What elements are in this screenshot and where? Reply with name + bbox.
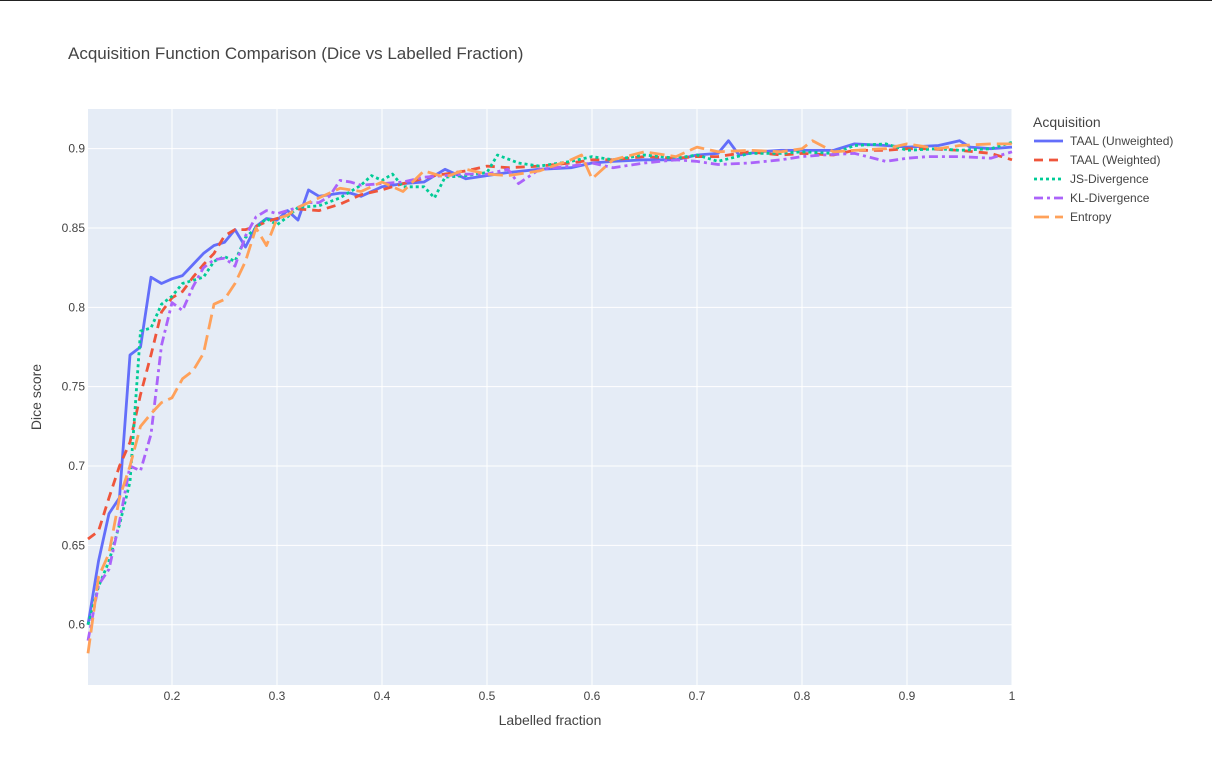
legend-title: Acquisition — [1033, 114, 1101, 130]
x-tick-label: 0.8 — [794, 689, 811, 703]
y-tick-label: 0.85 — [62, 221, 86, 235]
top-border-line — [0, 0, 1212, 1]
y-tick-label: 0.7 — [68, 459, 85, 473]
x-axis-title: Labelled fraction — [499, 712, 602, 728]
y-tick-label: 0.9 — [68, 142, 85, 156]
x-tick-label: 1 — [1009, 689, 1016, 703]
legend-label: JS-Divergence — [1070, 172, 1149, 186]
legend-item-kl-divergence[interactable]: KL-Divergence — [1034, 191, 1150, 205]
y-tick-label: 0.65 — [62, 538, 86, 552]
legend-label: TAAL (Unweighted) — [1070, 134, 1173, 148]
chart-title: Acquisition Function Comparison (Dice vs… — [68, 44, 523, 63]
y-tick-label: 0.6 — [68, 618, 85, 632]
legend-label: KL-Divergence — [1070, 191, 1150, 205]
x-tick-label: 0.4 — [374, 689, 391, 703]
grid-lines — [88, 109, 1013, 685]
tick-labels: 0.2 0.3 0.4 0.5 0.6 0.7 0.8 0.9 1 0.6 0.65 0.7 0.75 0… — [62, 142, 1016, 703]
legend-label: Entropy — [1070, 210, 1111, 224]
legend-label: TAAL (Weighted) — [1070, 153, 1160, 167]
y-tick-label: 0.75 — [62, 380, 86, 394]
legend-item-taal-weighted[interactable]: TAAL (Weighted) — [1034, 153, 1160, 167]
legend-item-taal-unweighted[interactable]: TAAL (Unweighted) — [1034, 134, 1173, 148]
x-tick-label: 0.7 — [689, 689, 706, 703]
y-tick-label: 0.8 — [68, 300, 85, 314]
x-tick-label: 0.9 — [899, 689, 916, 703]
series-line-kl-divergence — [86, 150, 1013, 641]
legend-item-js-divergence[interactable]: JS-Divergence — [1034, 172, 1149, 186]
legend-item-entropy[interactable]: Entropy — [1034, 210, 1111, 224]
x-tick-label: 0.6 — [584, 689, 601, 703]
series-line-js-divergence — [86, 140, 1013, 626]
x-tick-label: 0.2 — [164, 689, 181, 703]
plot-area — [88, 109, 1012, 685]
x-tick-label: 0.3 — [269, 689, 286, 703]
x-tick-label: 0.5 — [479, 689, 496, 703]
y-axis-title: Dice score — [28, 364, 44, 430]
series-line-entropy — [86, 139, 1012, 654]
series-lines — [86, 139, 1013, 654]
legend[interactable]: TAAL (Unweighted) TAAL (Weighted) JS-Diver… — [1034, 134, 1173, 224]
